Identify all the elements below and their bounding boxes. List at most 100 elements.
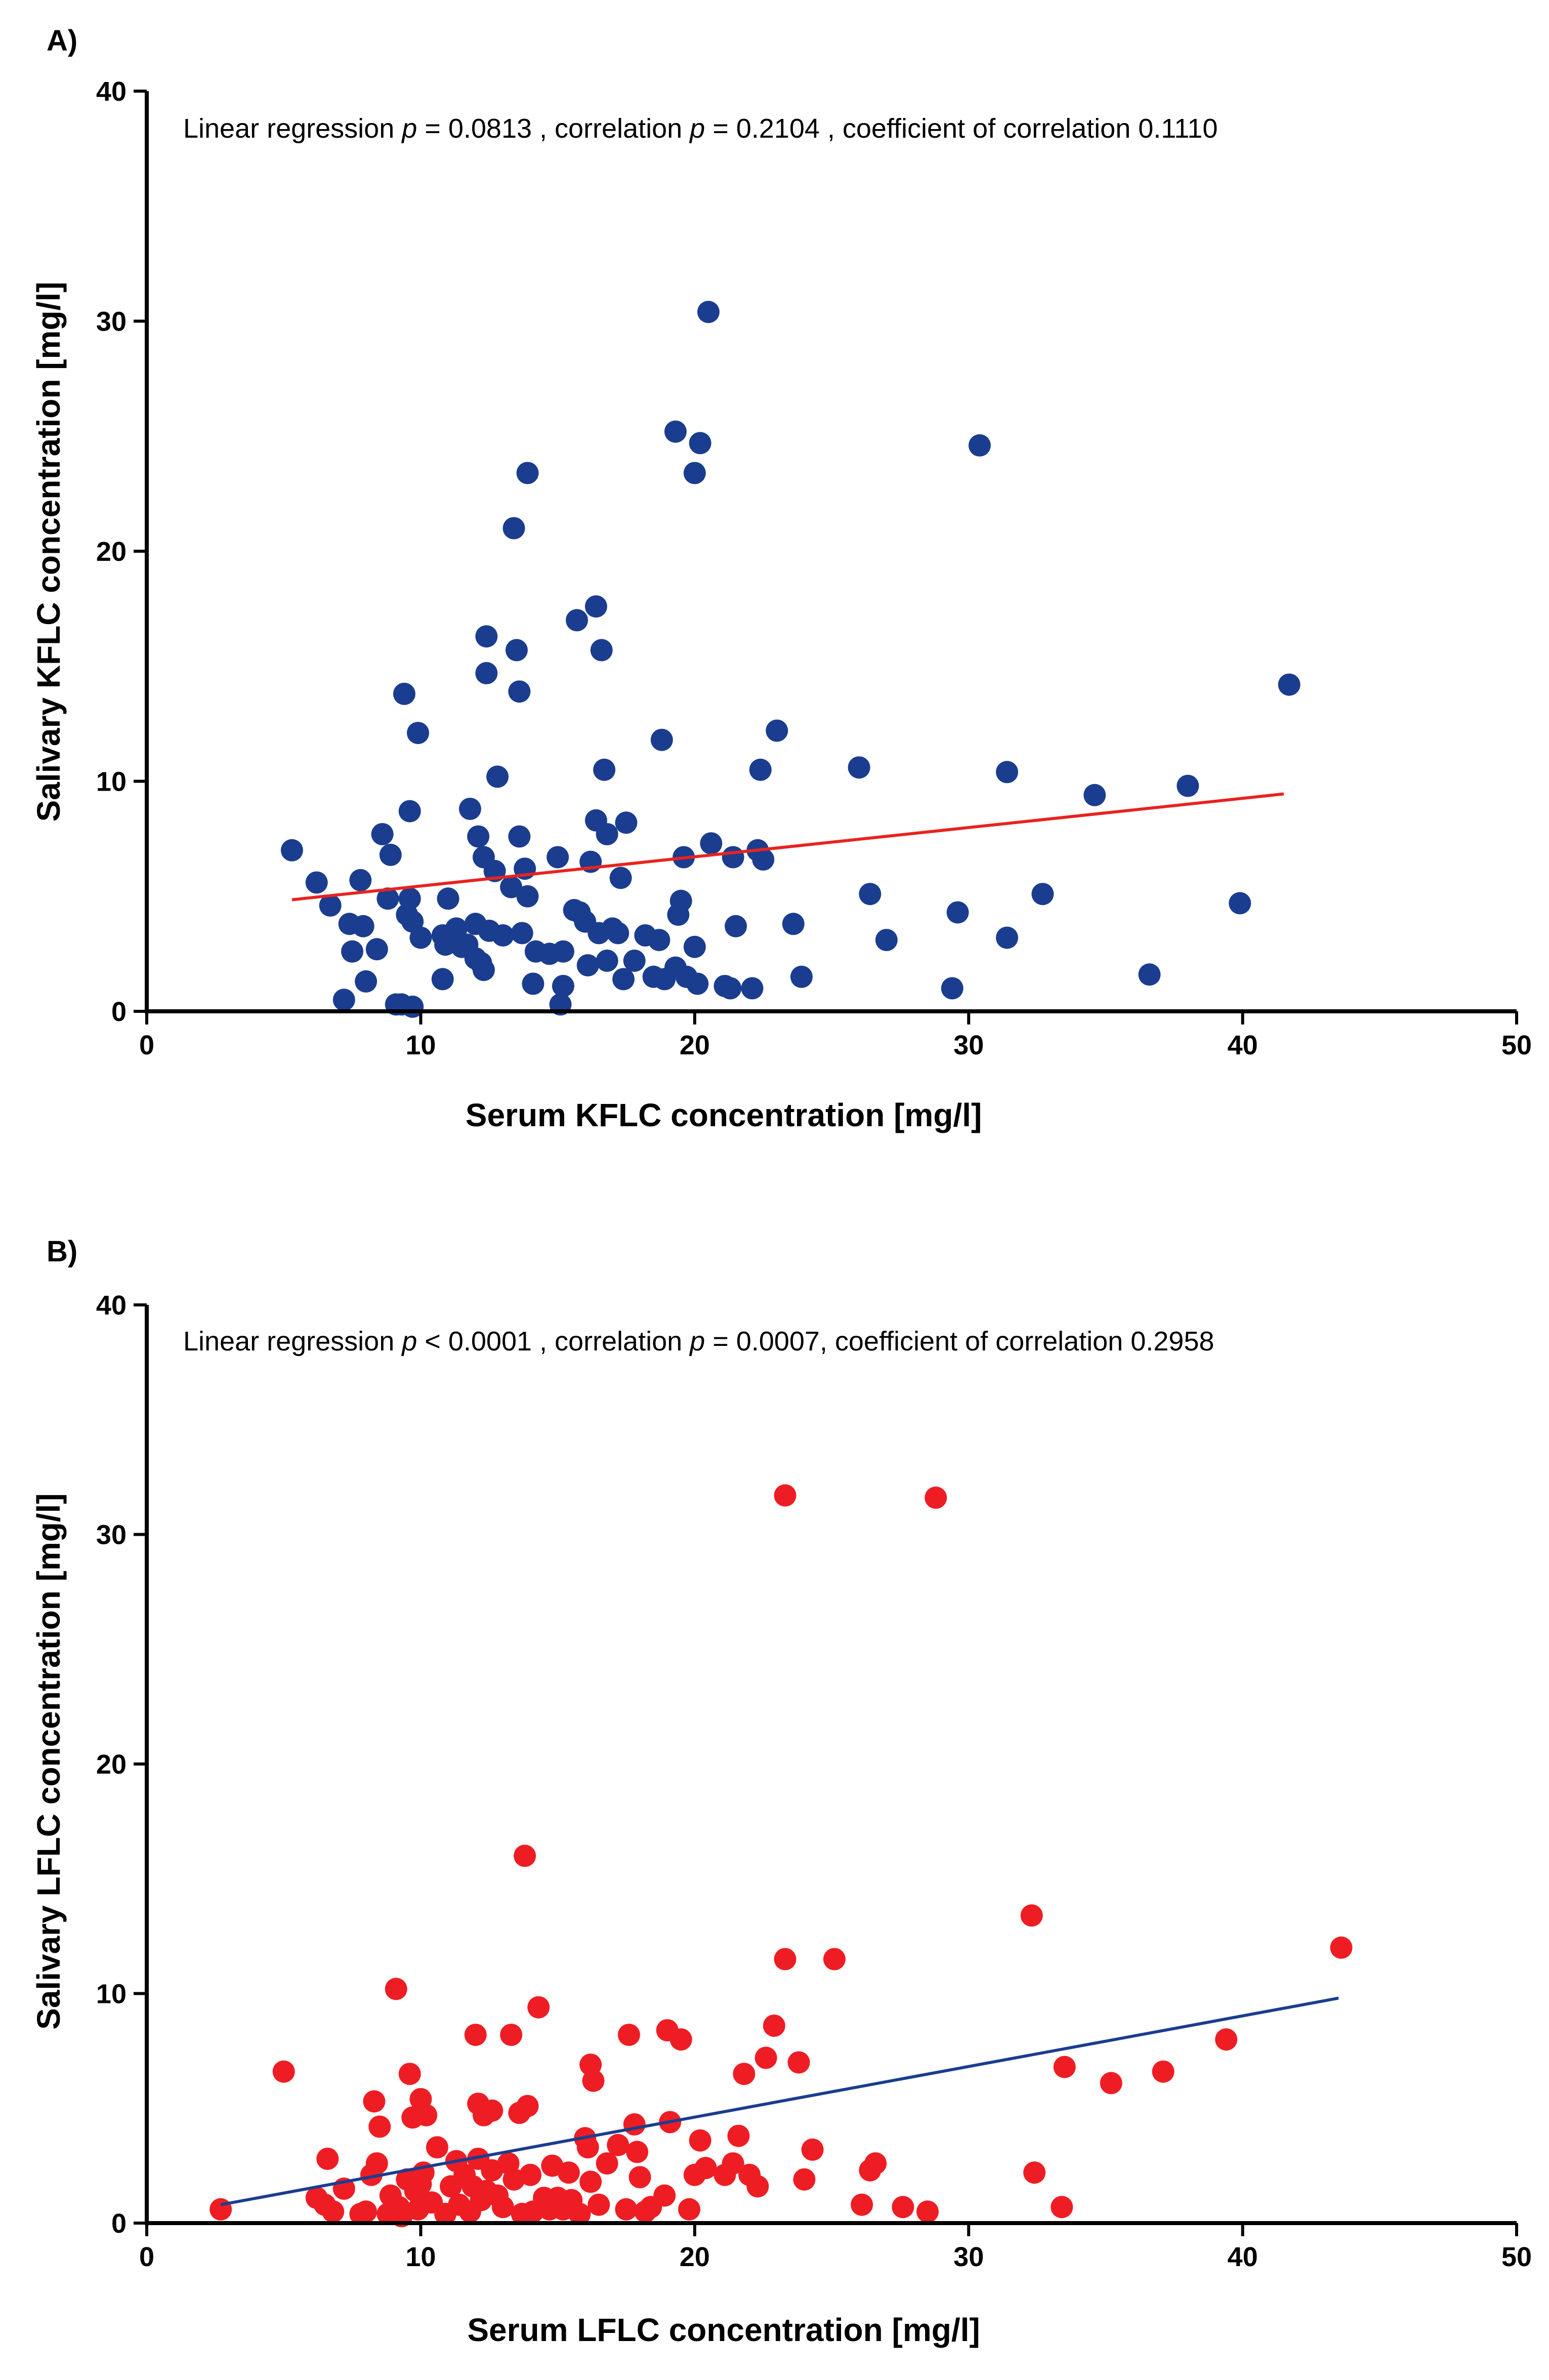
panel-a-x-tick-label: 10 <box>405 1030 436 1060</box>
panel-a-data-point <box>725 915 747 937</box>
panel-b-x-tick-label: 40 <box>1228 2242 1258 2272</box>
panel-a-data-point <box>319 894 342 917</box>
panel-a-data-point <box>491 924 514 947</box>
panel-a-data-point <box>458 798 481 820</box>
panel-a-data-point <box>1278 673 1301 696</box>
panel-b-y-tick-label: 30 <box>96 1520 127 1550</box>
panel-a-data-point <box>500 876 523 898</box>
panel-a-data-point <box>593 758 616 781</box>
panel-a-data-point <box>683 935 706 958</box>
panel-b-data-point <box>626 2141 649 2163</box>
panel-b-data-point <box>722 2152 744 2175</box>
panel-b-stats-annotation: Linear regression p < 0.0001 , correlati… <box>183 1326 1214 1357</box>
panel-b-data-point <box>481 2099 504 2122</box>
panel-b-data-point <box>916 2200 939 2223</box>
panel-b-data-point <box>823 1948 846 1971</box>
panel-a-data-point <box>996 926 1018 949</box>
panel-b-data-point <box>689 2129 711 2152</box>
panel-a-data-point <box>503 517 525 540</box>
panel-a-data-point <box>859 883 882 906</box>
panel-b-data-point <box>527 1996 550 2019</box>
panel-b-data-point <box>774 1948 797 1971</box>
panel-b-data-point <box>1152 2060 1175 2083</box>
panel-a-stats-annotation: Linear regression p = 0.0813 , correlati… <box>183 113 1218 144</box>
panel-a-annotation-prefix: Linear regression <box>183 113 402 144</box>
panel-a-data-point <box>689 432 711 455</box>
panel-a-data-point <box>1177 774 1199 797</box>
panel-b-data-point <box>316 2148 339 2170</box>
panel-a-data-point <box>1138 963 1161 986</box>
panel-a-data-point <box>516 885 539 908</box>
panel-a-data-point <box>352 915 374 937</box>
panel-b-data-point <box>1023 2161 1046 2184</box>
panel-a-data-point <box>475 662 498 684</box>
panel-b-data-point <box>1100 2072 1122 2095</box>
panel-b-data-point <box>322 2200 345 2223</box>
panel-a-data-point <box>365 938 388 961</box>
panel-b-x-tick-label: 10 <box>405 2242 436 2272</box>
panel-a-data-point <box>752 848 775 871</box>
panel-b-data-point <box>519 2163 541 2186</box>
panel-a-data-point <box>379 843 402 866</box>
panel-b-data-point <box>588 2193 610 2216</box>
panel-b-x-tick-label: 20 <box>680 2242 710 2272</box>
panel-a-data-point <box>332 989 355 1011</box>
panel-b-data-point <box>1053 2056 1076 2078</box>
panel-a-data-point <box>1083 784 1106 806</box>
panel-b-data-point <box>415 2104 438 2126</box>
panel-b-data-point <box>733 2063 756 2085</box>
panel-a-data-point <box>766 719 788 742</box>
panel-b-data-point <box>368 2115 391 2138</box>
panel-a-data-point <box>1229 892 1251 915</box>
panel-a-data-point <box>431 968 454 991</box>
panel-b-x-tick-label: 0 <box>139 2242 154 2272</box>
panel-a-y-tick-label: 40 <box>96 76 127 107</box>
panel-b-data-point <box>678 2198 700 2221</box>
panel-a-data-point <box>584 595 607 618</box>
panel-a-data-point <box>576 954 599 977</box>
panel-a-data-point <box>398 800 421 823</box>
panel-a-y-tick-label: 20 <box>96 537 127 567</box>
panel-a-data-point <box>609 867 632 889</box>
panel-a-data-point <box>467 825 490 848</box>
panel-b-data-point <box>491 2196 514 2219</box>
panel-b-data-point <box>763 2015 785 2037</box>
panel-a-data-point <box>407 722 429 745</box>
panel-a-data-point <box>607 922 630 945</box>
panel-b-data-point <box>755 2046 777 2069</box>
panel-b: B) Linear regression p < 0.0001 , correl… <box>30 1235 1532 2348</box>
panel-a-data-point <box>505 639 528 662</box>
panel-a-data-point <box>552 940 574 963</box>
panel-b-data-point <box>1330 1936 1353 1959</box>
panel-a-x-tick-label: 40 <box>1228 1030 1258 1060</box>
panel-b-data-point <box>801 2138 824 2161</box>
panel-b-data-point <box>582 2069 605 2092</box>
panel-a-data-point <box>612 968 635 991</box>
panel-a-x-tick-label: 30 <box>953 1030 984 1060</box>
panel-b-data-point <box>694 2157 717 2180</box>
panel-a-data-point <box>875 929 898 952</box>
panel-a-x-tick-label: 0 <box>139 1030 154 1060</box>
panel-b-data-point <box>669 2028 692 2051</box>
panel-a-data-point <box>409 926 432 949</box>
panel-a-data-point <box>848 756 870 779</box>
panel-a-y-tick-label: 10 <box>96 767 127 797</box>
panel-b-data-point <box>272 2060 295 2083</box>
panel-b-annotation-prefix: Linear regression <box>183 1326 402 1357</box>
panel-b-data-point <box>500 2024 523 2046</box>
panel-a-data-point <box>280 839 303 861</box>
panel-a-y-tick-label: 0 <box>111 997 127 1027</box>
panel-a-data-point <box>516 462 539 484</box>
panel-a-data-point <box>941 977 964 1000</box>
panel-b-data-point <box>516 2095 539 2117</box>
panel-a-data-point <box>511 922 533 945</box>
panel-b-ticks: 0 10 20 30 40 50 0 10 20 30 40 <box>96 1290 1532 2272</box>
panel-b-data-point <box>385 1978 407 2000</box>
panel-a-x-axis-title: Serum KFLC concentration [mg/l] <box>466 1097 982 1133</box>
panel-a-data-point <box>719 977 742 1000</box>
panel-b-x-tick-label: 30 <box>953 2242 984 2272</box>
panel-b-x-tick-label: 50 <box>1501 2242 1532 2272</box>
panel-b-data-point <box>514 1844 536 1867</box>
panel-b-data-point <box>617 2024 640 2046</box>
